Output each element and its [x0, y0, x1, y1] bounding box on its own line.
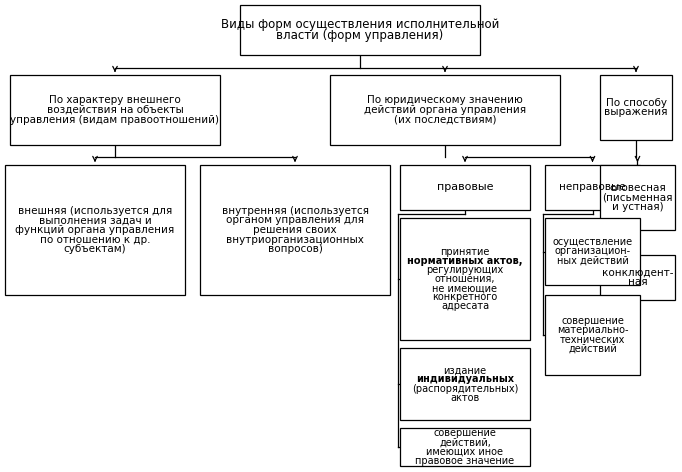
Text: технических: технических — [560, 335, 625, 345]
Bar — [5, 165, 185, 295]
Bar — [545, 165, 640, 210]
Text: выполнения задач и: выполнения задач и — [39, 215, 151, 225]
Text: конклюдент-: конклюдент- — [602, 268, 673, 278]
Text: издание: издание — [443, 365, 486, 375]
Text: воздействия на объекты: воздействия на объекты — [46, 105, 183, 115]
Bar — [200, 165, 390, 295]
Bar — [545, 295, 640, 375]
Bar — [400, 165, 530, 210]
Text: не имеющие: не имеющие — [432, 283, 497, 293]
Text: По характеру внешнего: По характеру внешнего — [49, 95, 181, 105]
Bar — [10, 75, 220, 145]
Text: неправовые: неправовые — [559, 183, 626, 193]
Text: совершение: совершение — [434, 429, 496, 438]
Text: осуществление: осуществление — [552, 237, 633, 247]
Text: По юридическому значению: По юридическому значению — [367, 95, 523, 105]
Text: органом управления для: органом управления для — [226, 215, 364, 225]
Bar — [600, 165, 675, 230]
Text: по отношению к др.: по отношению к др. — [40, 235, 150, 245]
Text: вопросов): вопросов) — [267, 244, 323, 254]
Text: действий: действий — [568, 344, 617, 354]
Text: внутренняя (используется: внутренняя (используется — [222, 205, 368, 216]
Text: индивидуальных: индивидуальных — [416, 374, 514, 385]
Text: внешняя (используется для: внешняя (используется для — [18, 205, 172, 216]
Text: (распорядительных): (распорядительных) — [412, 384, 518, 394]
Text: действий,: действий, — [439, 438, 491, 447]
Text: Виды форм осуществления исполнительной: Виды форм осуществления исполнительной — [221, 18, 499, 31]
Text: ная: ная — [627, 278, 647, 287]
Text: выражения: выражения — [604, 107, 668, 118]
Text: совершение: совершение — [561, 316, 624, 326]
Text: решения своих: решения своих — [253, 225, 337, 235]
Text: власти (форм управления): власти (форм управления) — [276, 29, 443, 42]
Text: (их последствиям): (их последствиям) — [394, 115, 496, 125]
Text: внутриорганизационных: внутриорганизационных — [226, 235, 364, 245]
Text: действий органа управления: действий органа управления — [364, 105, 526, 115]
Text: имеющих иное: имеющих иное — [426, 447, 503, 456]
Text: субъектам): субъектам) — [63, 244, 126, 254]
Text: функций органа управления: функций органа управления — [16, 225, 175, 235]
Text: По способу: По способу — [606, 98, 666, 108]
Text: материально-: материально- — [557, 326, 628, 336]
Text: и устная): и устная) — [612, 202, 664, 212]
Text: организацион-: организацион- — [554, 246, 631, 256]
Bar — [545, 218, 640, 285]
Bar — [330, 75, 560, 145]
Text: правовые: правовые — [436, 183, 493, 193]
Text: регулирующих: регулирующих — [426, 265, 503, 275]
Text: принятие: принятие — [441, 247, 490, 257]
Text: отношения,: отношения, — [434, 274, 495, 284]
Bar — [400, 348, 530, 420]
Text: нормативных актов,: нормативных актов, — [407, 256, 522, 266]
Bar — [400, 428, 530, 466]
Text: адресата: адресата — [441, 301, 489, 312]
Bar — [600, 255, 675, 300]
Bar — [400, 218, 530, 340]
Text: правовое значение: правовое значение — [415, 455, 514, 466]
Text: актов: актов — [450, 393, 479, 403]
Bar — [240, 5, 480, 55]
Text: ных действий: ных действий — [557, 256, 628, 266]
Text: конкретного: конкретного — [432, 292, 498, 302]
Bar — [600, 75, 672, 140]
Text: управления (видам правоотношений): управления (видам правоотношений) — [10, 115, 220, 125]
Text: словесная: словесная — [609, 183, 666, 193]
Text: (письменная: (письменная — [602, 193, 672, 202]
